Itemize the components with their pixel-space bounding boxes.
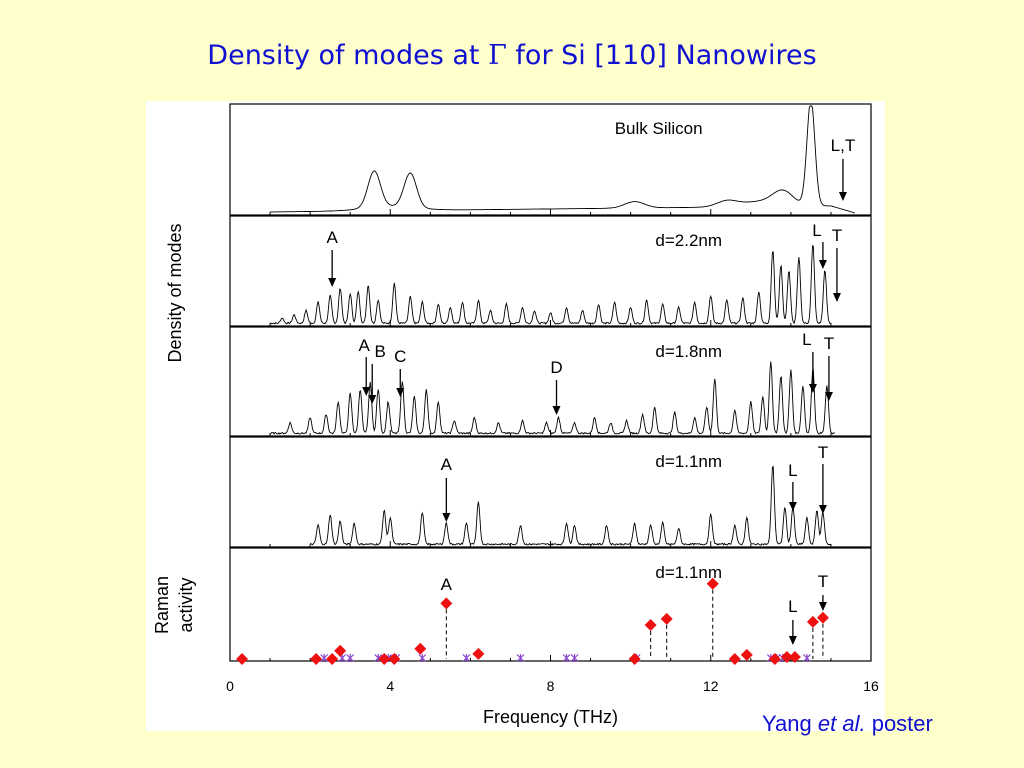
raman-inactive-marker (346, 654, 355, 662)
panel-1-frame (229, 103, 872, 216)
figure-panel: Bulk Silicon d=2.2nm d=1.8nm d=1.1nm d=1.1nm… (146, 101, 885, 731)
panel-3-label: d=1.8nm (655, 342, 722, 361)
arrow-label-a: A (441, 575, 453, 594)
raman-point (816, 611, 829, 624)
x-axis-label: Frequency (THz) (483, 707, 618, 727)
arrow-label-d: D (550, 358, 562, 377)
raman-inactive-marker (320, 654, 329, 662)
raman-point (788, 650, 801, 663)
arrow-label-a: A (359, 336, 371, 355)
arrow-label-l: L (812, 221, 821, 240)
arrow-b-head (368, 395, 377, 404)
arrow-label-b: B (375, 342, 386, 361)
raman-inactive-marker (462, 654, 471, 662)
panel-5-frame (229, 547, 872, 662)
raman-point (472, 647, 485, 660)
y-axis-label-dos: Density of modes (165, 223, 185, 362)
panel-5-label: d=1.1nm (655, 563, 722, 582)
chart: Bulk Silicon d=2.2nm d=1.8nm d=1.1nm d=1.1nm… (152, 103, 879, 727)
arrow-label-t: T (832, 226, 842, 245)
raman-point (768, 653, 781, 665)
arrow-label-t: T (818, 443, 828, 462)
x-tick-label: 8 (547, 678, 555, 694)
x-tick-label: 12 (703, 678, 719, 694)
panel-3-spectrum (270, 361, 835, 435)
panel-4-spectrum (310, 465, 832, 546)
raman-point (440, 597, 453, 610)
credit-after: poster (871, 711, 933, 736)
arrow-label-a: A (441, 455, 453, 474)
arrow-l-head (808, 384, 817, 393)
panel-2-spectrum (270, 245, 832, 325)
arrow-label-lt: L,T (831, 136, 856, 155)
raman-point (334, 644, 347, 657)
raman-point (414, 642, 427, 655)
arrow-d-head (552, 406, 561, 415)
credit: Yang et al. poster (762, 711, 933, 737)
title-before: Density of modes at (207, 40, 480, 71)
arrow-label-l: L (788, 461, 797, 480)
raman-point (740, 648, 753, 661)
arrow-label-l: L (802, 330, 811, 349)
arrow-l-head (788, 636, 797, 645)
raman-point (310, 653, 323, 665)
raman-point (326, 653, 339, 665)
arrow-l-head (818, 260, 827, 269)
panel-1-label: Bulk Silicon (615, 119, 703, 138)
arrow-label-l: L (788, 597, 797, 616)
arrow-a-head (442, 513, 451, 522)
raman-point (628, 653, 641, 665)
raman-point (388, 653, 401, 665)
raman-point (660, 612, 673, 625)
raman-inactive-marker (802, 654, 811, 662)
panel-4-frame (229, 436, 872, 548)
arrow-a-head (362, 387, 371, 396)
arrow-a-head (328, 278, 337, 287)
raman-point (706, 577, 719, 590)
arrow-c-head (396, 388, 405, 397)
x-tick-label: 4 (386, 678, 394, 694)
credit-name: Yang (762, 711, 812, 736)
raman-inactive-marker (418, 654, 427, 662)
x-tick-label: 0 (226, 678, 234, 694)
x-tick-label: 16 (863, 678, 879, 694)
y-axis-label-raman-2: activity (176, 577, 196, 632)
raman-point (728, 653, 741, 665)
panel-3-frame (229, 326, 872, 437)
raman-point (236, 653, 249, 665)
raman-point (780, 650, 793, 663)
raman-point (378, 653, 391, 665)
slide-title: Density of modes at Γ for Si [110] Nanow… (0, 40, 1024, 71)
panel-2-label: d=2.2nm (655, 231, 722, 250)
y-axis-label-raman-1: Raman (152, 576, 172, 634)
arrow-t-head (818, 602, 827, 611)
title-after: for Si [110] Nanowires (515, 40, 817, 71)
arrow-t-head (818, 505, 827, 514)
raman-inactive-marker (516, 654, 525, 662)
title-gamma-symbol: Γ (488, 40, 507, 71)
panel-1-spectrum (270, 105, 856, 214)
panel-4-label: d=1.1nm (655, 452, 722, 471)
arrow-t-head (832, 293, 841, 302)
raman-point (644, 619, 657, 632)
arrow-label-t: T (824, 334, 834, 353)
arrow-lt-head (838, 192, 847, 201)
raman-inactive-marker (570, 654, 579, 662)
arrow-label-a: A (326, 228, 338, 247)
arrow-t-head (824, 392, 833, 401)
arrow-l-head (788, 502, 797, 511)
arrow-label-c: C (394, 347, 406, 366)
raman-point (806, 615, 819, 628)
arrow-label-t: T (818, 572, 828, 591)
credit-etal: et al. (817, 711, 866, 736)
raman-inactive-marker (562, 654, 571, 662)
